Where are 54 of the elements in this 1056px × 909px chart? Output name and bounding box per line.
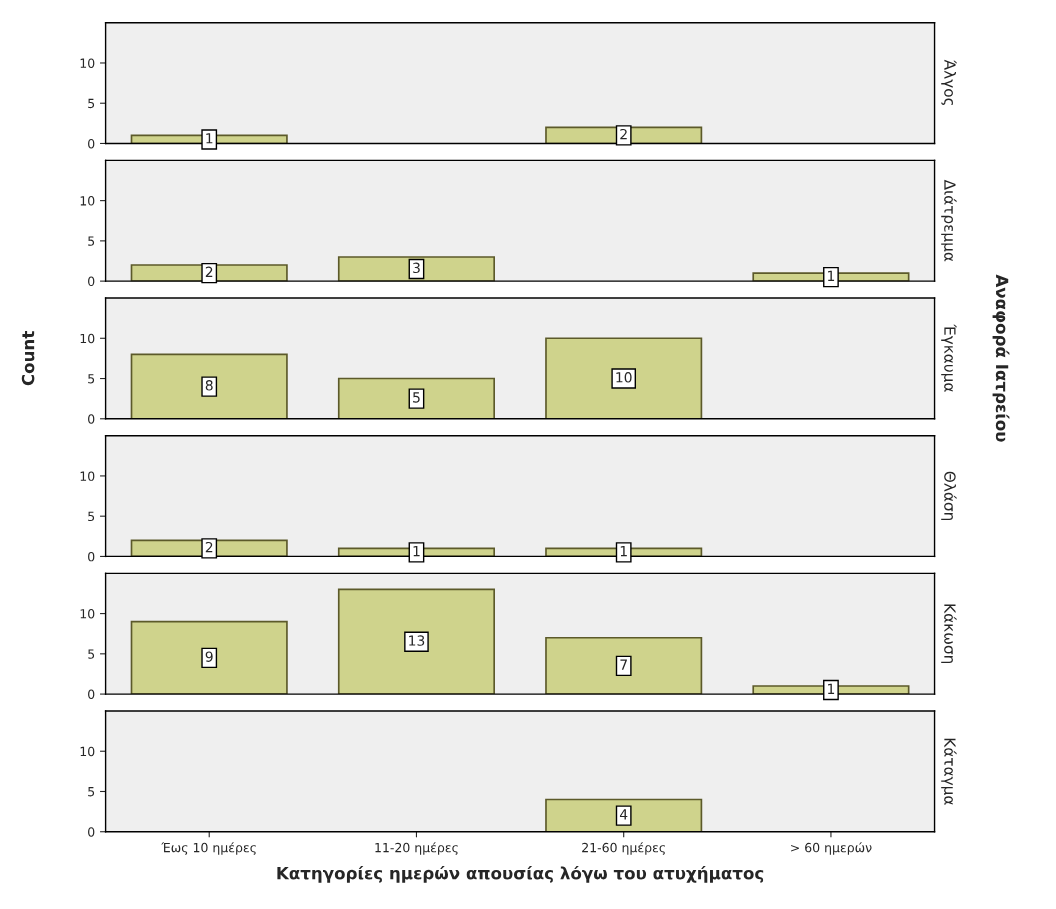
data-label: 5 xyxy=(413,392,420,403)
y-tick-label: 5 xyxy=(88,511,95,522)
bar xyxy=(130,353,288,419)
bar xyxy=(337,256,496,282)
data-label: 2 xyxy=(620,128,627,140)
y-tick-label: 0 xyxy=(88,414,95,424)
bar xyxy=(545,337,703,419)
data-label: 1 xyxy=(620,546,627,557)
text: Διάτρεμμα xyxy=(941,179,957,262)
x-tick-label: 11-20 ημέρες xyxy=(375,842,458,855)
y-tick-label: 5 xyxy=(88,236,95,246)
y-tick-label: 0 xyxy=(88,138,95,149)
data-label: 7 xyxy=(620,659,627,670)
data-label: 8 xyxy=(205,380,213,391)
text: Θλάση xyxy=(941,471,957,521)
bar xyxy=(337,588,496,695)
y-tick-label: 0 xyxy=(88,827,95,837)
data-label: 9 xyxy=(205,651,213,662)
text: Έγκαυμα xyxy=(941,324,957,392)
y-tick-label: 10 xyxy=(80,333,95,344)
y-tick-label: 0 xyxy=(88,689,95,700)
x-axis-title: Κατηγορίες ημερών απουσίας λόγω του ατυχήματος xyxy=(277,865,764,883)
bar xyxy=(337,377,496,419)
y-tick-label: 5 xyxy=(88,787,95,797)
data-label: 1 xyxy=(413,546,420,557)
data-label: 1 xyxy=(828,683,835,694)
y-tick-label: 10 xyxy=(80,196,95,206)
data-label: 3 xyxy=(413,262,420,274)
y-tick-label: 5 xyxy=(88,649,95,659)
data-label: 2 xyxy=(205,266,213,277)
data-label: 13 xyxy=(409,635,425,646)
text: Άλγος xyxy=(941,59,957,106)
y-axis-title: Count xyxy=(21,331,35,386)
x-tick-label: 21-60 ημέρες xyxy=(582,842,665,855)
y-tick-label: 5 xyxy=(88,374,95,384)
y-tick-label: 10 xyxy=(80,471,95,481)
x-tick-label: > 60 ημερών xyxy=(791,842,872,855)
data-label: 1 xyxy=(206,133,213,144)
bar xyxy=(545,636,703,695)
y-tick-label: 10 xyxy=(80,746,95,757)
text: Κάταγμα xyxy=(941,738,957,805)
y-tick-label: 10 xyxy=(80,609,95,619)
y-tick-label: 10 xyxy=(80,58,95,68)
x-tick-label: Έως 10 ημέρες xyxy=(161,842,256,855)
y-tick-label: 5 xyxy=(88,98,95,109)
text: Αναφορά Ιατρείου xyxy=(992,274,1010,442)
data-label: 1 xyxy=(828,270,835,281)
data-label: 10 xyxy=(616,372,632,383)
data-label: 4 xyxy=(619,809,628,820)
y-tick-label: 0 xyxy=(88,276,95,287)
y-tick-label: 0 xyxy=(88,551,95,562)
text: Κάκωση xyxy=(941,604,957,664)
bar xyxy=(130,620,288,695)
data-label: 2 xyxy=(205,541,213,553)
